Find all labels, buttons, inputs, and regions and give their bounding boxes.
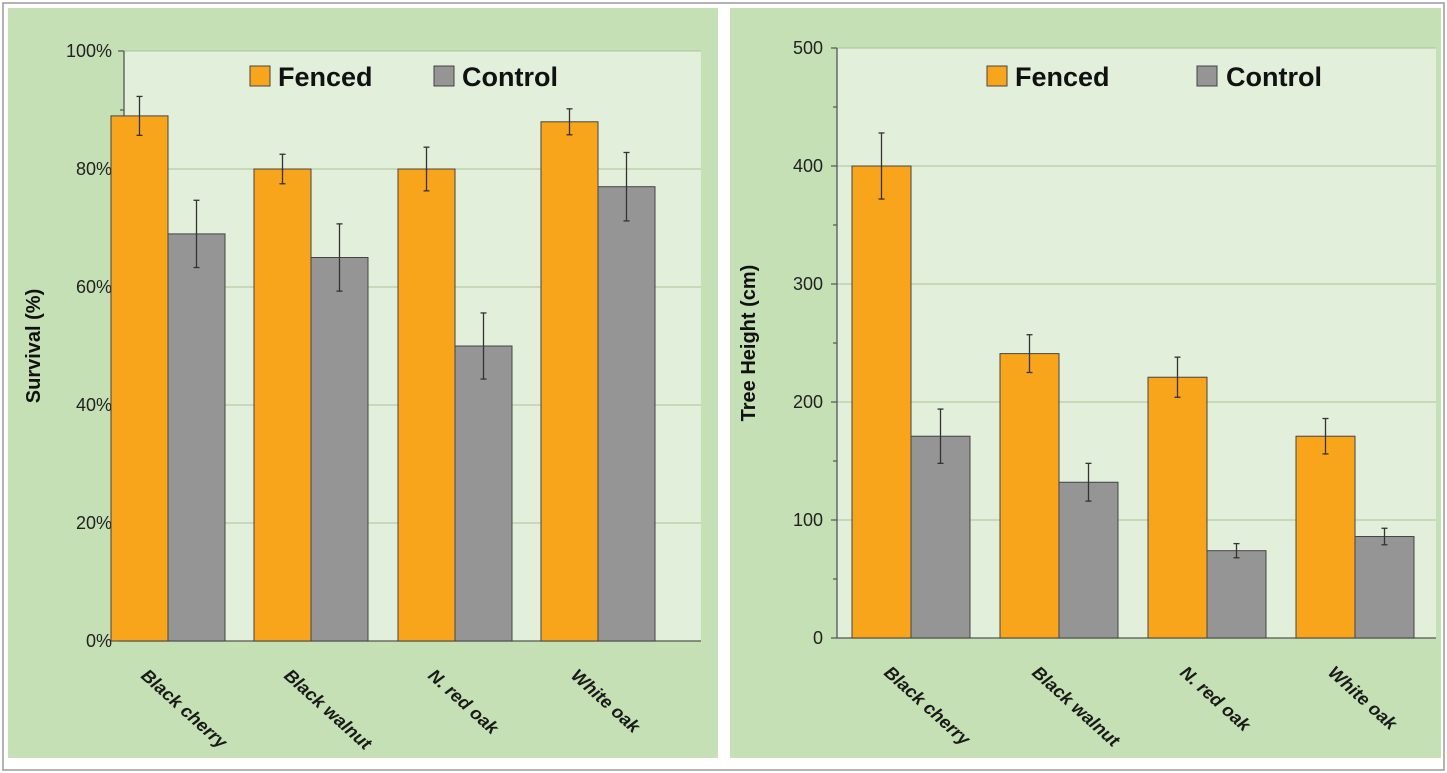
bar-control (1206, 550, 1267, 639)
legend-swatch-fenced (986, 65, 1008, 87)
y-tick-label: 200 (793, 392, 823, 412)
survival-chart: 0%20%40%60%80%100%Black cherry Black waln… (8, 8, 718, 758)
legend-swatch-fenced (249, 65, 271, 87)
bar-fenced (253, 168, 312, 642)
legend-label-control: Control (1226, 62, 1322, 92)
bar-fenced (1147, 376, 1208, 639)
y-tick-label: 80% (76, 159, 112, 179)
y-tick-label: 20% (76, 513, 112, 533)
y-tick-label: 0 (813, 628, 823, 648)
y-tick-label: 300 (793, 274, 823, 294)
legend-swatch-control (433, 65, 455, 87)
y-tick-label: 100 (793, 510, 823, 530)
bar-control (910, 435, 971, 639)
legend-label-control: Control (462, 62, 558, 92)
y-tick-label: 60% (76, 277, 112, 297)
y-axis-title: Survival (%) (23, 289, 45, 403)
y-tick-label: 40% (76, 395, 112, 415)
y-tick-label: 400 (793, 156, 823, 176)
y-tick-label: 100% (66, 41, 112, 61)
bar-control (167, 233, 226, 642)
bar-fenced (540, 121, 599, 642)
legend-label-fenced: Fenced (1015, 62, 1110, 92)
y-tick-label: 0% (86, 631, 112, 651)
legend-label-fenced: Fenced (278, 62, 373, 92)
bar-control (597, 186, 656, 642)
bar-fenced (1295, 435, 1356, 639)
bar-control (1354, 536, 1415, 639)
y-tick-label: 500 (793, 38, 823, 58)
bar-fenced (851, 165, 912, 639)
bar-control (454, 345, 513, 642)
bar-control (1058, 481, 1119, 639)
bar-fenced (110, 115, 169, 642)
bar-fenced (397, 168, 456, 642)
bar-fenced (999, 353, 1060, 639)
legend-swatch-control (1196, 65, 1218, 87)
bar-control (310, 257, 369, 642)
y-axis-title: Tree Height (cm) (738, 265, 760, 422)
